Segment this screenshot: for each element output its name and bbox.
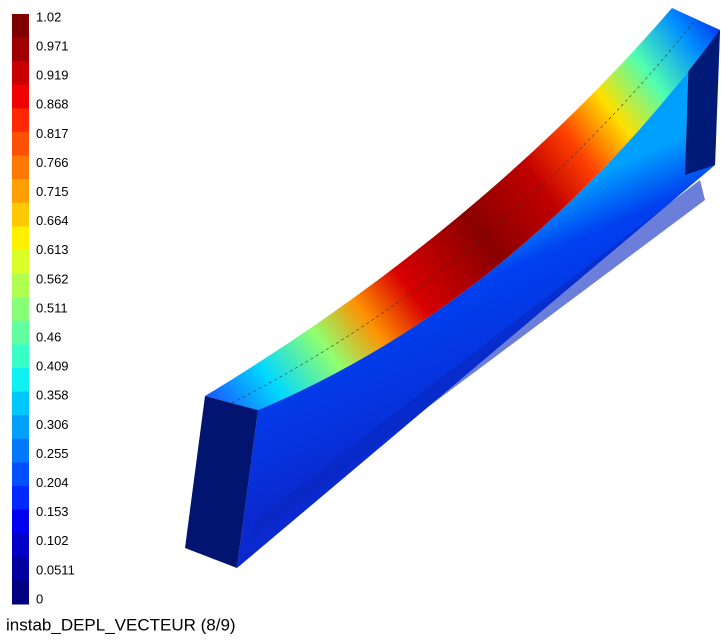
colorbar-label: 0.562 — [36, 271, 69, 286]
colorbar-label: 0.971 — [36, 39, 69, 54]
colorbar-label: 0.102 — [36, 533, 69, 548]
colorbar-label: 0.255 — [36, 446, 69, 461]
caption: instab_DEPL_VECTEUR (8/9) — [6, 615, 236, 634]
colorbar-band — [12, 203, 29, 227]
colorbar-label: 0.306 — [36, 417, 69, 432]
colorbar-band — [12, 392, 29, 416]
colorbar-band — [12, 132, 29, 156]
colorbar-label: 0.715 — [36, 184, 69, 199]
colorbar-label: 0.817 — [36, 126, 69, 141]
colorbar-band — [12, 274, 29, 298]
colorbar-band — [12, 226, 29, 250]
colorbar-band — [12, 439, 29, 463]
colorbar-label: 0.153 — [36, 504, 69, 519]
colorbar-label: 1.02 — [36, 9, 61, 24]
colorbar-band — [12, 297, 29, 321]
colorbar-band — [12, 510, 29, 534]
colorbar-band — [12, 156, 29, 180]
colorbar-band — [12, 533, 29, 557]
colorbar-band — [12, 108, 29, 132]
viewer: instab_DEPL_VECTEUR (8/9) 1.02 0.971 0.919… — [0, 0, 721, 642]
colorbar-band — [12, 14, 29, 38]
colorbar-label: 0 — [36, 591, 43, 606]
colorbar-label: 0.409 — [36, 359, 69, 374]
colorbar-label: 0.204 — [36, 475, 69, 490]
colorbar-band — [12, 486, 29, 510]
colorbar-label: 0.766 — [36, 155, 69, 170]
colorbar-band — [12, 344, 29, 368]
colorbar-label: 0.664 — [36, 213, 69, 228]
colorbar-band — [12, 179, 29, 203]
colorbar-label: 0.868 — [36, 97, 69, 112]
colorbar-label: 0.613 — [36, 242, 69, 257]
colorbar-band — [12, 368, 29, 392]
colorbar-band — [12, 85, 29, 109]
colorbar-label: 0.358 — [36, 388, 69, 403]
colorbar-band — [12, 321, 29, 345]
colorbar-band — [12, 61, 29, 85]
colorbar-band — [12, 38, 29, 62]
colorbar-label: 0.511 — [36, 300, 68, 315]
colorbar-band — [12, 557, 29, 581]
colorbar-band — [12, 250, 29, 274]
colorbar-label: 0.46 — [36, 330, 61, 345]
colorbar-band — [12, 415, 29, 439]
colorbar-band — [12, 580, 29, 604]
colorbar-label: 0.0511 — [36, 562, 75, 577]
colorbar-label: 0.919 — [36, 68, 69, 83]
colorbar-band — [12, 462, 29, 486]
